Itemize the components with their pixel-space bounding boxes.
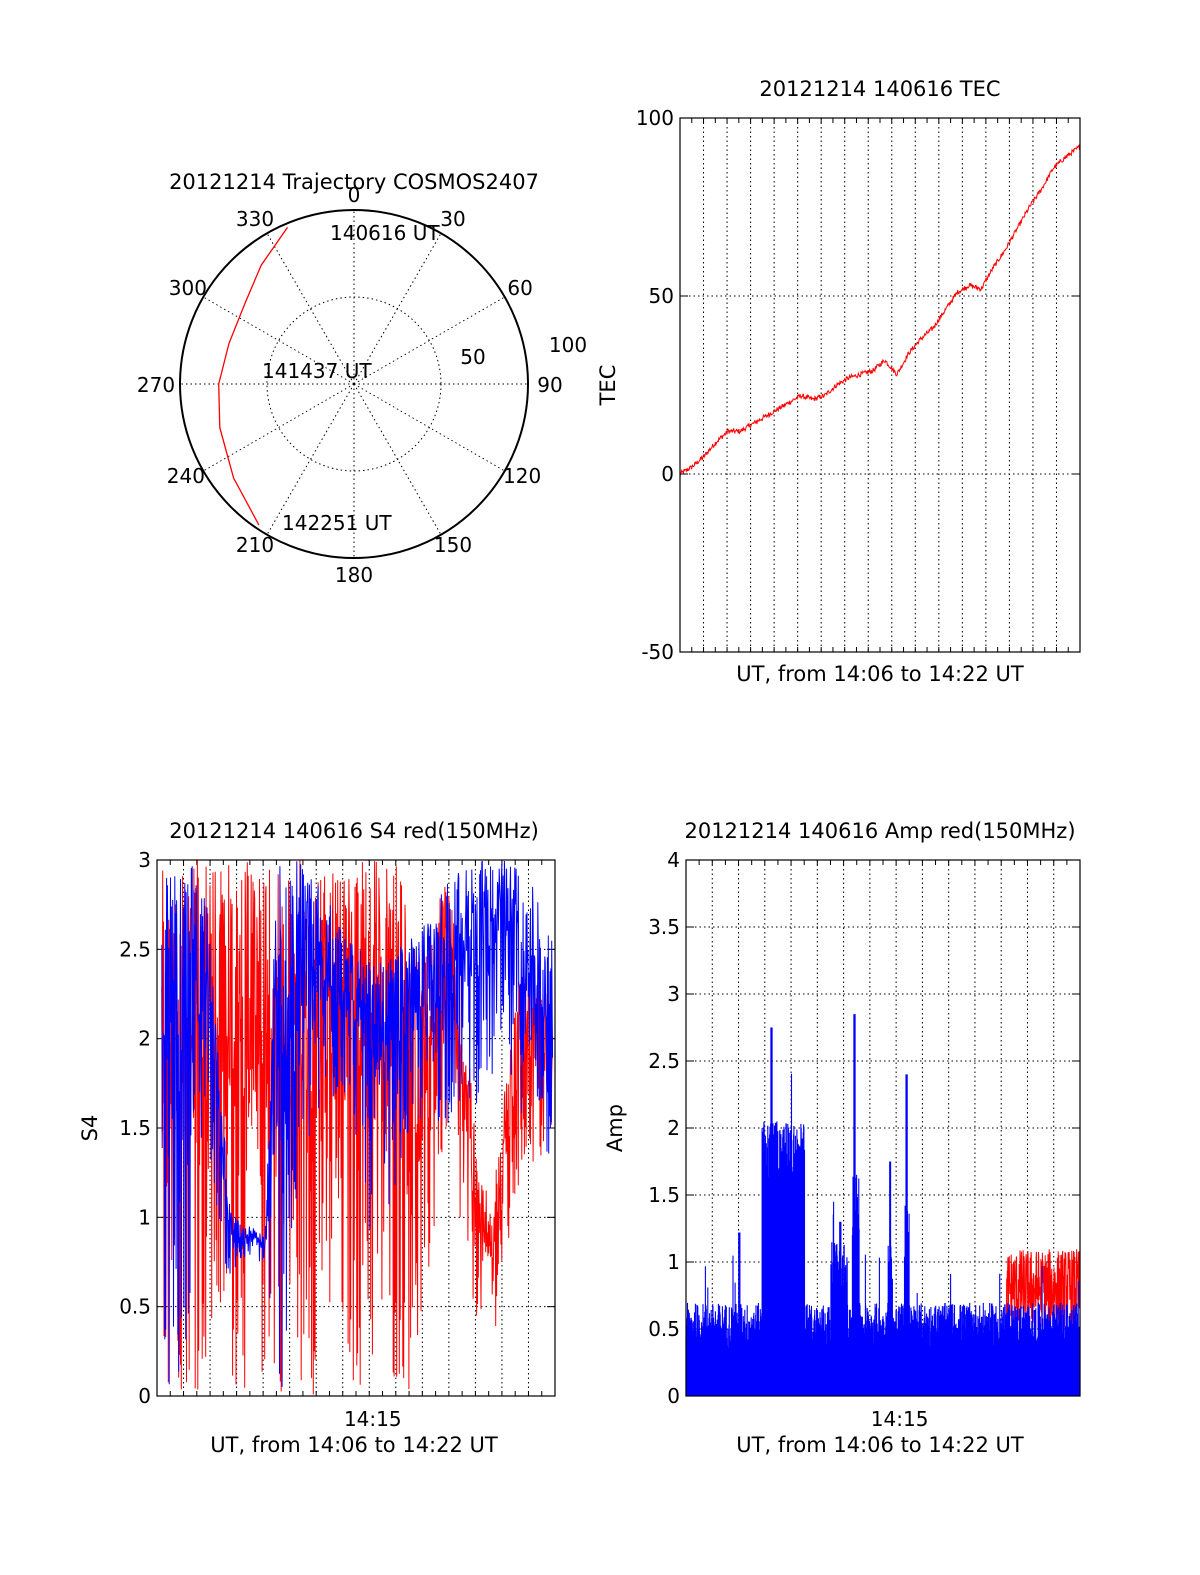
polar-azimuth-label: 60 (507, 276, 532, 300)
y-tick-label: 2 (667, 1116, 680, 1140)
polar-spoke (266, 233, 355, 385)
amp-series-blue (685, 1014, 1081, 1396)
tec-ylabel: TEC (596, 365, 620, 407)
y-tick-label: 1.5 (119, 1116, 151, 1140)
y-tick-label: 1.5 (648, 1183, 680, 1207)
y-tick-label: 0 (667, 1384, 680, 1408)
y-tick-label: 2.5 (119, 937, 151, 961)
s4-series-red (161, 860, 554, 1395)
polar-azimuth-label: 300 (169, 276, 207, 300)
polar-trajectory-line (218, 227, 289, 526)
y-tick-label: 1 (138, 1205, 151, 1229)
y-tick-label: 0 (661, 462, 674, 486)
amp-plot: 20121214 140616 Amp red(150MHz) UT, from… (603, 819, 1081, 1457)
s4-series-layer (161, 860, 554, 1395)
x-tick-label: 14:15 (871, 1407, 929, 1431)
polar-annotation: 140616 UT (330, 221, 440, 245)
polar-grid (179, 209, 529, 559)
y-tick-label: 0.5 (119, 1295, 151, 1319)
y-tick-label: -50 (641, 640, 674, 664)
polar-spoke (353, 383, 442, 535)
y-tick-label: 3 (138, 848, 151, 872)
s4-xlabel: UT, from 14:06 to 14:22 UT (210, 1433, 498, 1457)
polar-azimuth-label: 0 (348, 183, 361, 207)
amp-plot-frame (685, 859, 1081, 1397)
y-tick-label: 100 (636, 106, 674, 130)
y-tick-label: 0 (138, 1384, 151, 1408)
x-tick-label: 14:15 (344, 1407, 402, 1431)
tec-plot: 20121214 140616 TEC UT, from 14:06 to 14… (596, 77, 1081, 686)
y-tick-label: 4 (667, 848, 680, 872)
y-tick-label: 50 (649, 284, 674, 308)
polar-azimuth-labels: 0 30 60 90 120 150 180 210 240 270 300 330 (137, 183, 563, 587)
polar-azimuth-label: 120 (503, 464, 541, 488)
polar-spoke (353, 383, 505, 472)
polar-annotation: 142251 UT (282, 511, 392, 535)
polar-azimuth-label: 270 (137, 373, 175, 397)
tec-title: 20121214 140616 TEC (759, 77, 1000, 101)
polar-spoke (266, 383, 355, 535)
y-tick-label: 3.5 (648, 915, 680, 939)
tec-xlabel: UT, from 14:06 to 14:22 UT (736, 662, 1024, 686)
amp-title: 20121214 140616 Amp red(150MHz) (684, 819, 1075, 843)
tec-series-line (679, 143, 1081, 477)
y-tick-label: 2 (138, 1027, 151, 1051)
s4-series-blue (161, 860, 554, 1387)
amp-ylabel: Amp (603, 1104, 627, 1152)
s4-plot: 20121214 140616 S4 red(150MHz) UT, from … (78, 819, 556, 1457)
polar-radius-label: 50 (460, 345, 485, 369)
polar-azimuth-label: 240 (167, 464, 205, 488)
polar-spoke (353, 233, 442, 385)
polar-azimuth-label: 330 (236, 207, 274, 231)
polar-azimuth-label: 90 (537, 373, 562, 397)
s4-ylabel: S4 (78, 1115, 102, 1142)
polar-radius-label: 100 (549, 333, 587, 357)
s4-plot-frame (156, 859, 556, 1397)
polar-azimuth-label: 150 (434, 533, 472, 557)
polar-spoke (203, 383, 355, 472)
y-tick-label: 1 (667, 1250, 680, 1274)
polar-title: 20121214 Trajectory COSMOS2407 (169, 170, 539, 194)
polar-azimuth-label: 210 (236, 533, 274, 557)
polar-spoke (353, 296, 505, 385)
polar-outer-ring (179, 209, 529, 559)
polar-annotation: 141437 UT (262, 359, 372, 383)
y-tick-label: 0.5 (648, 1317, 680, 1341)
polar-azimuth-label: 180 (335, 563, 373, 587)
polar-trajectory-series (218, 227, 289, 526)
polar-trajectory-plot: 20121214 Trajectory COSMOS2407 0 30 60 90 12… (137, 170, 587, 587)
polar-spoke (203, 296, 355, 385)
amp-xlabel: UT, from 14:06 to 14:22 UT (736, 1433, 1024, 1457)
y-tick-label: 3 (667, 982, 680, 1006)
amp-series-red (1005, 1249, 1081, 1329)
y-tick-label: 2.5 (648, 1049, 680, 1073)
s4-title: 20121214 140616 S4 red(150MHz) (169, 819, 539, 843)
tec-plot-frame (679, 117, 1081, 653)
polar-azimuth-label: 30 (440, 207, 465, 231)
